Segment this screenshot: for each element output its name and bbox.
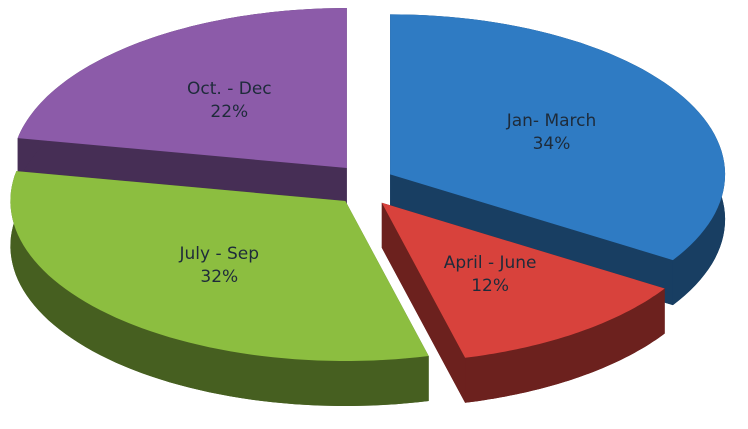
slice-value-label: 12% (471, 276, 509, 296)
slice (17, 8, 347, 168)
slice-value-label: 22% (210, 102, 248, 122)
slice-wall (465, 288, 665, 403)
slice-value-label: 34% (533, 134, 571, 154)
slice-label: Oct. - Dec (187, 79, 272, 99)
slice-label: April - June (444, 253, 537, 273)
slice (381, 202, 665, 358)
slice-cut-face (381, 202, 466, 403)
slice-wall (10, 171, 429, 406)
slice (10, 171, 429, 361)
slice-value-label: 32% (200, 267, 238, 287)
slice-label: Jan- March (506, 111, 597, 131)
slice (390, 14, 726, 261)
slice-label: July - Sep (179, 244, 260, 264)
